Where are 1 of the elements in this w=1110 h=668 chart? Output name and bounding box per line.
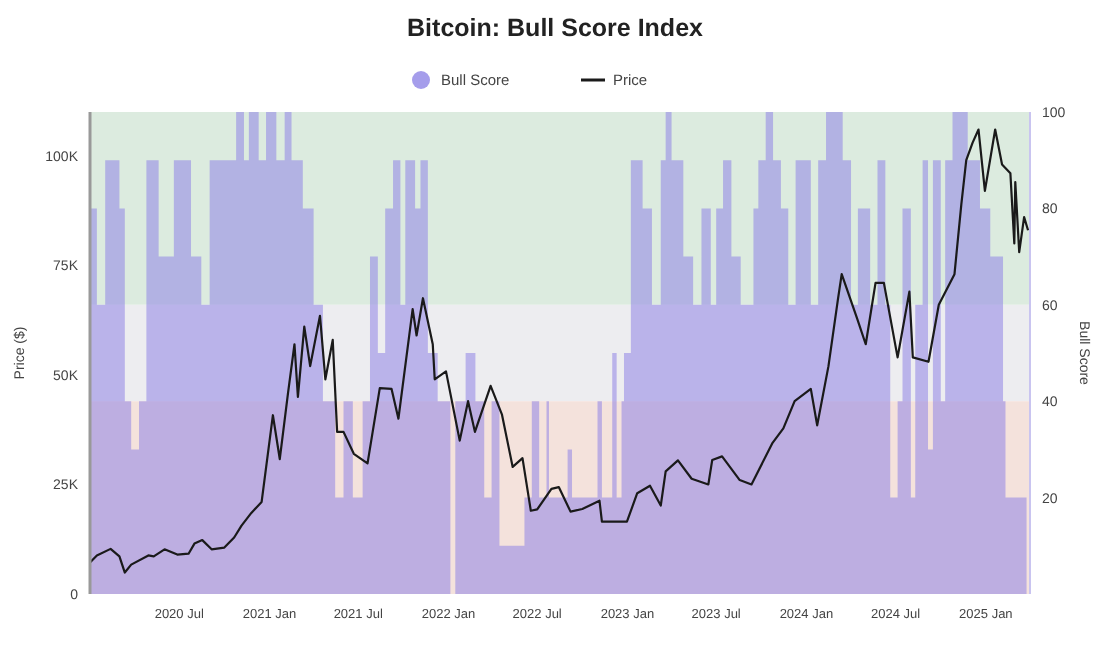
chart-title: Bitcoin: Bull Score Index bbox=[407, 14, 704, 42]
